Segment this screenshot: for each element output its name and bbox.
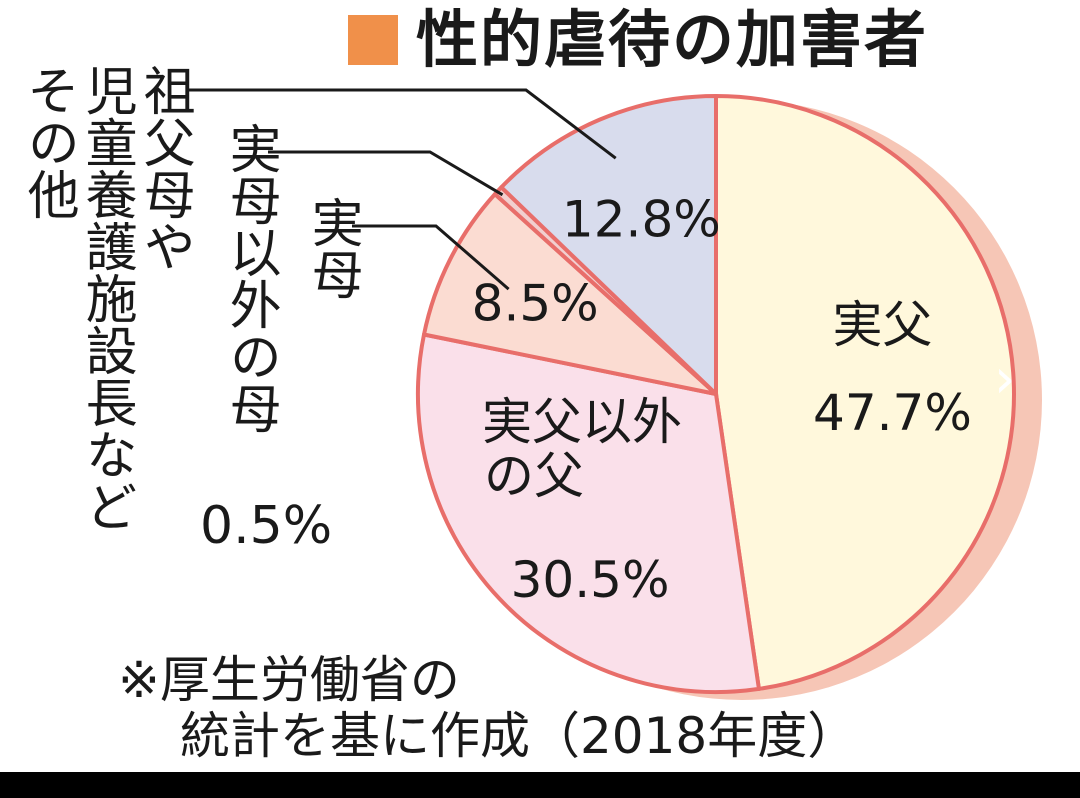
label-sofubo-col3: その他 [18,64,79,220]
pie-slice-1 [416,332,761,694]
source-note-line1: ※厚生労働省の [118,651,460,709]
slice-label-jitsufu-igai-line1: 実父以外 [482,393,682,451]
label-sofubo-col1: 祖父母や [134,64,195,272]
source-note: ※厚生労働省の 統計を基に作成（2018年度） [118,652,857,764]
leader-line-sofubo [186,88,617,160]
slice-label-jitsufu-igai-line2: の父 [484,447,584,505]
chevron-right-icon[interactable]: › [994,347,1016,410]
slice-label-jitsufu: 実父 [832,296,932,354]
pie-slice-4 [499,94,718,396]
slice-value-jitsubo: 8.5% [472,275,599,333]
pie-slice-2 [422,192,718,396]
slice-value-sonota: 12.8% [562,190,721,248]
chart-title: 性的虐待の加害者 [348,0,928,80]
pie-slice-0 [714,94,1016,691]
title-swatch [348,15,398,65]
value-jitsubo-igai: 0.5% [200,496,333,556]
label-sofubo-col2: 児童養護施設長など [76,64,137,532]
label-jitsubo-igai: 実母以外の母 [220,122,281,434]
bottom-bar [0,772,1080,798]
slice-value-jitsufu: 47.7% [813,384,972,442]
leader-line-jitsubo-igai [268,150,504,197]
slice-value-jitsufu-igai: 30.5% [511,551,670,609]
chart-title-text: 性的虐待の加害者 [416,3,929,76]
label-jitsubo: 実母 [302,196,363,300]
source-note-line2: 統計を基に作成（2018年度） [180,707,858,765]
leader-line-jitsubo [352,224,510,291]
